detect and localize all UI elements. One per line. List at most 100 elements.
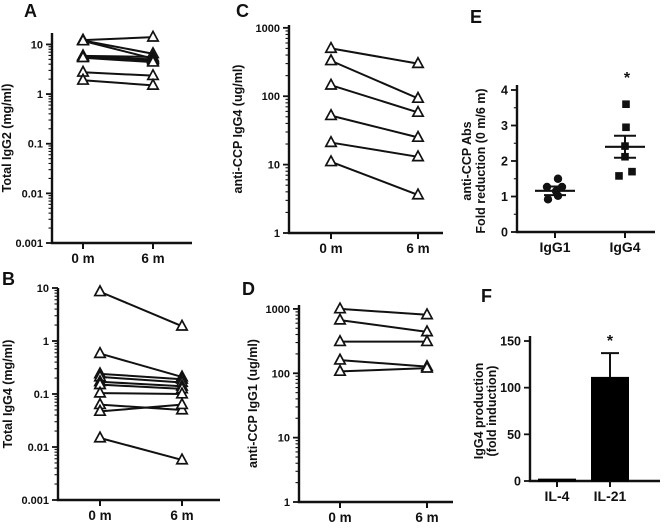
y-tick-label: 100: [272, 368, 290, 380]
triangle-marker: [93, 430, 107, 443]
triangle-marker: [411, 149, 425, 162]
y-tick-label: 4: [501, 84, 508, 98]
pair-line: [339, 367, 428, 373]
circle-marker: [542, 182, 552, 192]
x-category-label: 0 m: [88, 508, 111, 523]
y-tick-label: 0.01: [28, 442, 49, 454]
panel-f-chart: 0 50 100 150 IgG4 production (fold induction)…: [472, 333, 660, 504]
panel-d-chart: 1000 100 10 1 0 m 6 m anti-CCP IgG1 (ug/ml): [246, 301, 453, 525]
x-category-label: 6 m: [415, 510, 438, 525]
y-tick-label: 50: [507, 428, 521, 442]
y-tick-label: 1: [501, 190, 508, 204]
pair-line: [330, 160, 419, 196]
panel-c-chart: 1000 100 10 1 0 m 6 m anti-CCP IgG4 (ug/ml): [231, 23, 443, 256]
pair-line: [82, 39, 154, 60]
x-category-label: 0 m: [328, 510, 351, 525]
pair-line: [82, 56, 154, 64]
triangle-marker: [324, 154, 338, 167]
y-axis-title: IgG4 production: [472, 363, 486, 460]
x-category-label: 6 m: [406, 241, 429, 256]
panel-label-a: A: [24, 1, 37, 21]
triangle-marker: [76, 33, 90, 46]
pair-line: [82, 36, 154, 42]
triangle-marker: [175, 397, 189, 410]
y-tick-label: 100: [262, 91, 280, 103]
y-axis-title: Total IgG2 (mg/ml): [0, 84, 14, 193]
triangle-marker: [420, 334, 434, 347]
y-tick-label: 150: [500, 335, 521, 349]
square-marker: [622, 123, 630, 132]
y-axis-title: anti-CCP Abs: [460, 121, 474, 200]
circle-marker: [553, 174, 563, 183]
triangle-marker: [411, 56, 425, 69]
pair-line: [330, 114, 419, 139]
square-marker: [622, 100, 630, 108]
triangle-marker: [420, 360, 434, 373]
panel-label-b: B: [2, 269, 15, 289]
triangle-marker: [333, 312, 347, 325]
y-tick-label: 1: [37, 89, 43, 101]
triangle-marker: [76, 50, 90, 63]
pair-line: [339, 359, 428, 368]
triangle-marker: [324, 134, 338, 148]
y-tick-label: 0.1: [28, 139, 43, 151]
y-tick-label: 1000: [256, 23, 280, 35]
y-tick-label: 0.001: [15, 238, 43, 250]
triangle-marker: [411, 129, 425, 143]
y-tick-label: 1: [284, 497, 290, 509]
y-tick-label: 0.01: [22, 188, 43, 200]
triangle-marker: [93, 284, 107, 297]
triangle-marker: [93, 385, 107, 398]
panel-label-c: C: [236, 1, 249, 21]
y-axis-title: anti-CCP IgG1 (ug/ml): [246, 339, 260, 468]
significance-star: *: [624, 70, 631, 87]
x-category-label: IL-4: [545, 488, 570, 504]
triangle-marker: [93, 403, 107, 417]
significance-star: *: [607, 333, 614, 350]
pair-line: [99, 380, 183, 388]
panel-label-e: E: [470, 7, 483, 27]
y-tick-label: 2: [501, 155, 508, 169]
x-category-label: IgG1: [539, 239, 570, 255]
circle-marker: [553, 191, 563, 200]
x-category-label: 0 m: [319, 241, 342, 256]
triangle-marker: [175, 452, 189, 465]
triangle-marker: [420, 307, 434, 320]
pair-line: [99, 383, 183, 390]
triangle-marker: [333, 334, 347, 347]
pair-line: [99, 437, 183, 461]
panel-b-chart: 10 1 0.1 0.01 0.001 0 m 6 m Total IgG4 (mg/ml): [1, 283, 220, 523]
pair-line: [99, 403, 183, 413]
triangle-marker: [93, 345, 107, 359]
pair-line: [82, 39, 154, 55]
bar: [538, 478, 576, 482]
triangle-marker: [324, 77, 338, 90]
pair-line: [82, 71, 154, 77]
y-tick-label: 10: [31, 39, 43, 51]
triangle-marker: [333, 301, 347, 314]
y-tick-label: 1: [274, 228, 280, 240]
panel-a-chart: 10 1 0.1 0.01 0.001 0 m 6 m Total IgG2 (mg/ml): [0, 29, 192, 266]
triangle-marker: [76, 72, 90, 85]
y-tick-label: 1000: [266, 304, 290, 316]
square-marker: [628, 167, 636, 176]
triangle-marker: [411, 104, 425, 118]
y-tick-label: 100: [500, 381, 521, 395]
y-tick-label: 0.001: [21, 495, 49, 507]
x-category-label: IgG4: [609, 239, 640, 255]
triangle-marker: [324, 108, 338, 121]
triangle-marker: [146, 54, 160, 67]
pair-line: [99, 392, 183, 395]
y-axis-title: anti-CCP IgG4 (ug/ml): [231, 65, 245, 194]
y-tick-label: 0: [501, 226, 508, 240]
pair-line: [82, 54, 154, 58]
circle-marker: [543, 195, 553, 204]
x-category-label: 6 m: [141, 251, 164, 266]
pair-line: [99, 290, 183, 328]
pair-line: [99, 352, 183, 378]
pair-line: [82, 79, 154, 87]
triangle-marker: [146, 29, 160, 42]
triangle-marker: [333, 352, 347, 365]
pair-line: [99, 372, 183, 381]
